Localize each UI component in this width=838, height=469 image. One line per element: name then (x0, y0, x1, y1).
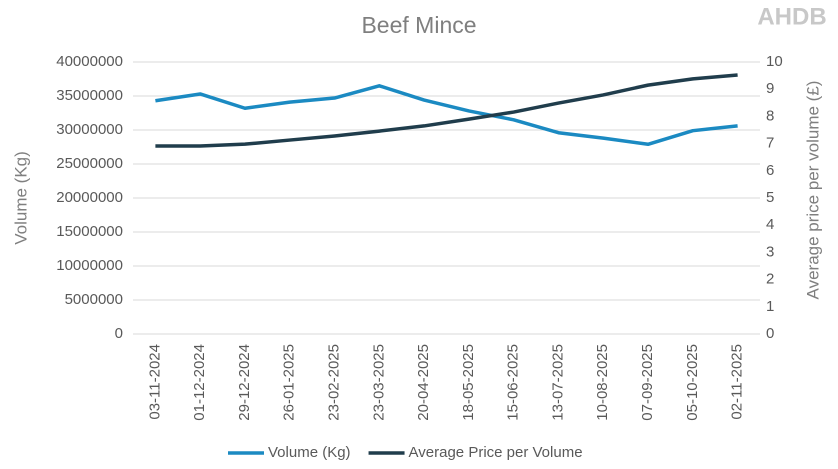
y2-tick-label: 1 (766, 298, 774, 315)
y-tick-label: 5000000 (65, 291, 123, 308)
y2-tick-label: 0 (766, 325, 774, 342)
x-tick-label: 03-11-2024 (146, 344, 163, 420)
legend-label: Volume (Kg) (268, 444, 351, 461)
x-tick-label: 05-10-2025 (684, 344, 701, 421)
y2-tick-label: 5 (766, 189, 774, 206)
y2-tick-label: 3 (766, 243, 774, 260)
line-series (155, 84, 738, 147)
y-tick-label: 25000000 (56, 155, 123, 172)
x-tick-label: 18-05-2025 (460, 344, 477, 421)
y-tick-label: 40000000 (56, 53, 123, 70)
y-tick-label: 15000000 (56, 223, 123, 240)
y2-tick-label: 2 (766, 271, 774, 288)
y2-tick-label: 9 (766, 80, 774, 97)
x-tick-label: 29-12-2024 (236, 344, 253, 421)
y2-tick-label: 4 (766, 216, 774, 233)
y-tick-label: 10000000 (56, 257, 123, 274)
x-tick-label: 20-04-2025 (415, 344, 432, 421)
y-tick-label: 20000000 (56, 189, 123, 206)
x-tick-label: 02-11-2025 (729, 344, 746, 420)
y2-tick-label: 7 (766, 135, 774, 152)
x-tick-label: 15-06-2025 (505, 344, 522, 421)
line-series (155, 73, 738, 148)
legend-label: Average Price per Volume (409, 444, 583, 461)
y2-axis-title: Average price per volume (£) (803, 81, 822, 300)
y-tick-label: 35000000 (56, 87, 123, 104)
y2-tick-label: 10 (766, 53, 783, 70)
logo: AHDB (757, 3, 826, 30)
y-tick-label: 0 (115, 325, 123, 342)
y-tick-label: 30000000 (56, 121, 123, 138)
chart-title: Beef Mince (361, 12, 476, 38)
x-tick-label: 10-08-2025 (594, 344, 611, 421)
x-tick-label: 23-02-2025 (326, 344, 343, 421)
y2-tick-label: 8 (766, 107, 774, 124)
y2-tick-label: 6 (766, 162, 774, 179)
y-axis-title: Volume (Kg) (11, 151, 30, 245)
x-tick-label: 26-01-2025 (281, 344, 298, 421)
x-tick-label: 13-07-2025 (549, 344, 566, 421)
x-tick-label: 23-03-2025 (370, 344, 387, 421)
x-tick-label: 01-12-2024 (191, 344, 208, 421)
x-tick-label: 07-09-2025 (639, 344, 656, 421)
